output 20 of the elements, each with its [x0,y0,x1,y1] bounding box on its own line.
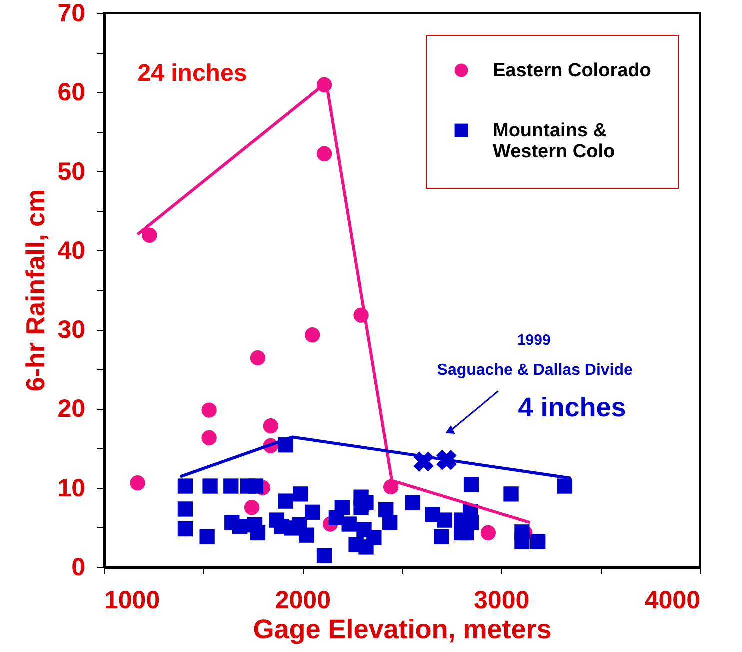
x-tick-label: 1000 [104,586,160,614]
x-tick-label: 4000 [644,586,700,614]
legend-label: Mountains & Western Colo [493,120,616,162]
y-tick-label: 30 [58,316,86,344]
y-tick-label: 70 [58,0,86,28]
annotation: Saguache & Dallas Divide [437,362,634,379]
x-tick-label: 2000 [275,586,331,614]
legend-label: Eastern Colorado [493,60,652,82]
y-tick-label: 10 [58,474,86,502]
y-tick-label: 60 [58,78,86,107]
annotation: 4 inches [518,392,626,423]
annotation: 1999 [517,332,551,349]
annotation: 24 inches [138,60,248,87]
x-tick-label: 3000 [474,586,530,614]
y-tick-label: 50 [58,158,86,186]
y-tick-label: 40 [58,236,86,265]
y-tick-label: 0 [72,554,86,582]
y-axis-title: 6-hr Rainfall, cm [20,189,51,392]
y-tick-label: 20 [58,395,86,424]
x-axis-title: Gage Elevation, meters [253,614,552,644]
